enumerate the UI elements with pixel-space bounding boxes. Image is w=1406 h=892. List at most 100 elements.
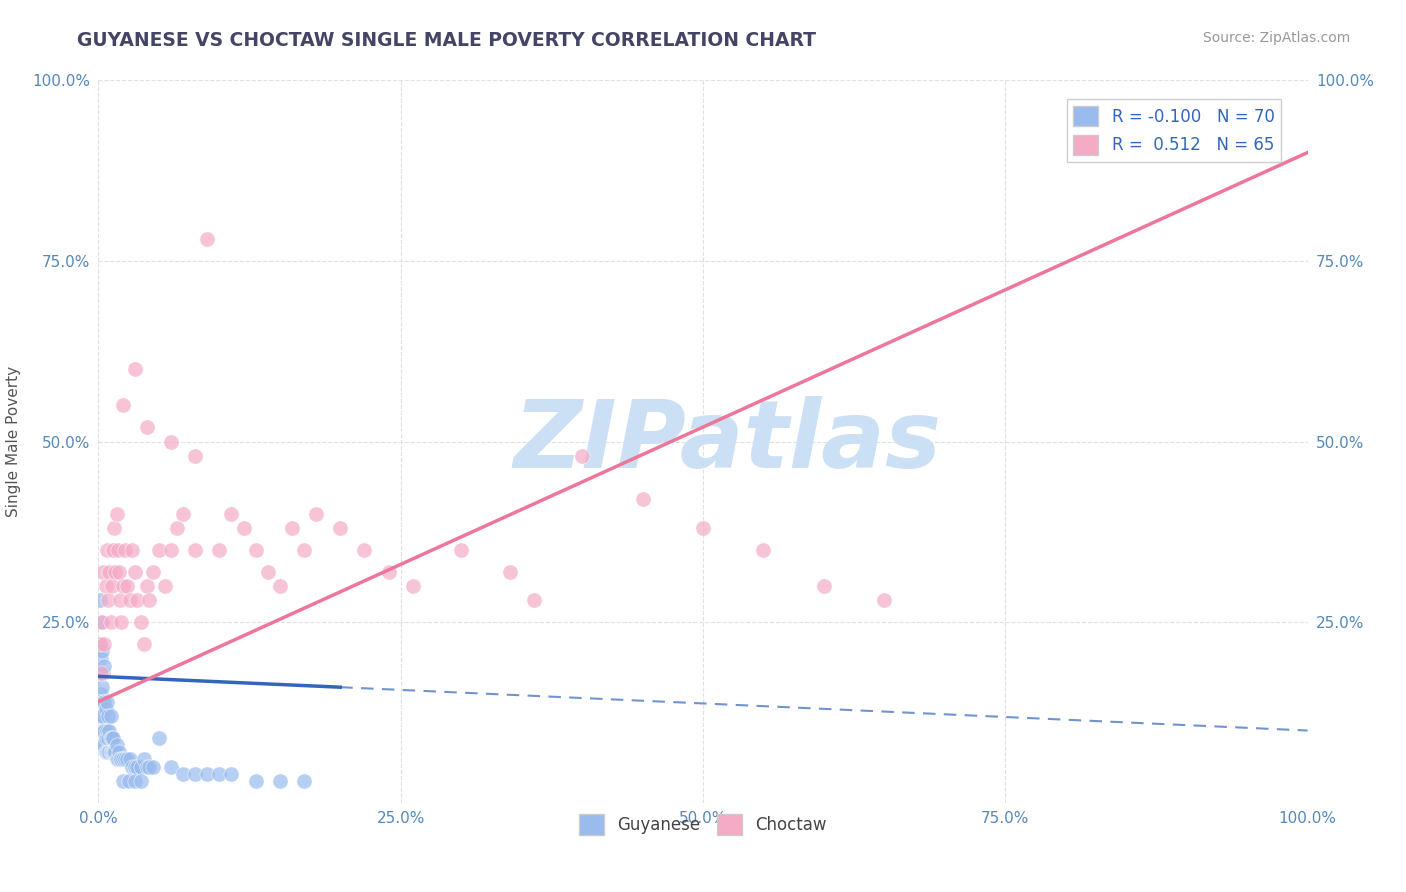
Point bbox=[138, 760, 160, 774]
Point bbox=[135, 579, 157, 593]
Point bbox=[184, 449, 207, 463]
Text: GUYANESE VS CHOCTAW SINGLE MALE POVERTY CORRELATION CHART: GUYANESE VS CHOCTAW SINGLE MALE POVERTY … bbox=[77, 31, 817, 50]
Point bbox=[117, 579, 139, 593]
Point bbox=[105, 738, 128, 752]
Point bbox=[96, 723, 118, 738]
Point bbox=[96, 542, 118, 557]
Point bbox=[96, 695, 118, 709]
Point bbox=[90, 709, 112, 723]
Point bbox=[184, 542, 207, 557]
Point bbox=[166, 521, 188, 535]
Point bbox=[118, 593, 141, 607]
Point bbox=[873, 593, 896, 607]
Point bbox=[135, 760, 157, 774]
Point bbox=[402, 579, 425, 593]
Point bbox=[90, 687, 112, 701]
Point bbox=[94, 731, 117, 745]
Point bbox=[93, 658, 115, 673]
Point bbox=[100, 745, 122, 759]
Point bbox=[101, 731, 124, 745]
Point bbox=[121, 760, 143, 774]
Point bbox=[97, 731, 120, 745]
Point bbox=[100, 745, 122, 759]
Point bbox=[208, 767, 231, 781]
Legend: Guyanese, Choctaw: Guyanese, Choctaw bbox=[572, 808, 834, 841]
Point bbox=[93, 738, 115, 752]
Point bbox=[100, 731, 122, 745]
Point bbox=[450, 542, 472, 557]
Point bbox=[195, 232, 218, 246]
Point bbox=[571, 449, 593, 463]
Point bbox=[329, 521, 352, 535]
Point bbox=[101, 542, 124, 557]
Point bbox=[269, 579, 291, 593]
Point bbox=[108, 593, 131, 607]
Point bbox=[98, 723, 121, 738]
Point bbox=[103, 521, 125, 535]
Point bbox=[124, 774, 146, 789]
Point bbox=[292, 542, 315, 557]
Point bbox=[94, 745, 117, 759]
Point bbox=[89, 637, 111, 651]
Point bbox=[93, 637, 115, 651]
Point bbox=[208, 542, 231, 557]
Point bbox=[98, 565, 121, 579]
Text: Source: ZipAtlas.com: Source: ZipAtlas.com bbox=[1202, 31, 1350, 45]
Point bbox=[269, 774, 291, 789]
Point bbox=[91, 615, 114, 630]
Point bbox=[813, 579, 835, 593]
Point bbox=[114, 542, 136, 557]
Point bbox=[93, 723, 115, 738]
Point bbox=[104, 745, 127, 759]
Point bbox=[124, 362, 146, 376]
Point bbox=[100, 579, 122, 593]
Point bbox=[91, 680, 114, 694]
Point bbox=[160, 434, 183, 449]
Point bbox=[138, 593, 160, 607]
Point bbox=[134, 637, 156, 651]
Point bbox=[134, 752, 156, 766]
Point bbox=[100, 615, 122, 630]
Point bbox=[148, 542, 170, 557]
Point bbox=[91, 709, 114, 723]
Point bbox=[108, 745, 131, 759]
Point bbox=[124, 565, 146, 579]
Point bbox=[107, 752, 129, 766]
Point bbox=[172, 767, 194, 781]
Point bbox=[117, 752, 139, 766]
Point bbox=[129, 615, 152, 630]
Point bbox=[91, 665, 114, 680]
Point bbox=[245, 774, 267, 789]
Point bbox=[153, 579, 176, 593]
Point bbox=[98, 745, 121, 759]
Point bbox=[121, 542, 143, 557]
Point bbox=[523, 593, 546, 607]
Point bbox=[105, 752, 128, 766]
Point bbox=[148, 731, 170, 745]
Point bbox=[111, 752, 134, 766]
Point bbox=[104, 565, 127, 579]
Point bbox=[160, 760, 183, 774]
Point bbox=[232, 521, 254, 535]
Point bbox=[118, 774, 141, 789]
Point bbox=[127, 760, 149, 774]
Point bbox=[281, 521, 304, 535]
Point bbox=[90, 615, 112, 630]
Point bbox=[135, 420, 157, 434]
Point bbox=[377, 565, 399, 579]
Point bbox=[103, 745, 125, 759]
Point bbox=[110, 752, 132, 766]
Point bbox=[118, 752, 141, 766]
Point bbox=[101, 745, 124, 759]
Point bbox=[91, 738, 114, 752]
Y-axis label: Single Male Poverty: Single Male Poverty bbox=[6, 366, 21, 517]
Point bbox=[90, 665, 112, 680]
Point bbox=[195, 767, 218, 781]
Point bbox=[142, 760, 165, 774]
Point bbox=[97, 709, 120, 723]
Point bbox=[97, 745, 120, 759]
Point bbox=[96, 745, 118, 759]
Point bbox=[94, 702, 117, 716]
Point bbox=[184, 767, 207, 781]
Point bbox=[91, 644, 114, 658]
